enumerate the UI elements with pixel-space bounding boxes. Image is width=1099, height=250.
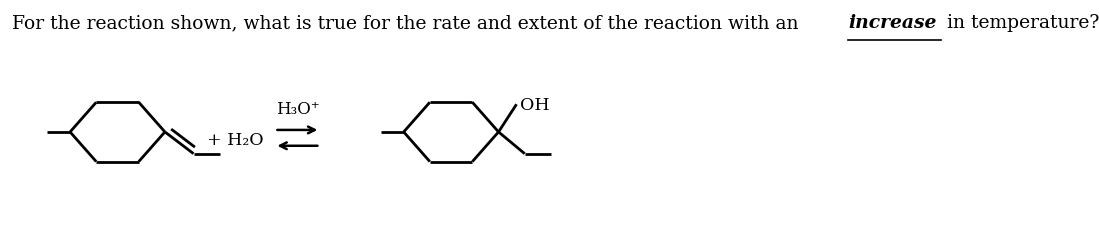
Text: For the reaction shown, what is true for the rate and extent of the reaction wit: For the reaction shown, what is true for… bbox=[12, 14, 804, 32]
Text: increase: increase bbox=[848, 14, 936, 32]
Text: H₃O⁺: H₃O⁺ bbox=[276, 101, 319, 117]
Text: + H₂O: + H₂O bbox=[208, 132, 264, 149]
Text: in temperature?: in temperature? bbox=[942, 14, 1099, 32]
Text: OH: OH bbox=[520, 96, 550, 113]
